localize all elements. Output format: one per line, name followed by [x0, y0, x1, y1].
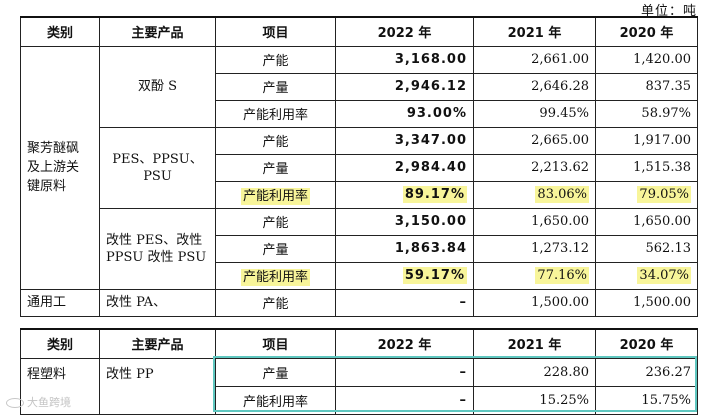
- value-2022: 89.17%: [335, 180, 474, 209]
- highlight: 83.06%: [535, 186, 589, 203]
- value-2021: 15.25%: [473, 385, 596, 415]
- value-2022: 2,984.40: [335, 153, 474, 182]
- value-2022: 93.00%: [335, 99, 474, 128]
- table-header-row: 类别 主要产品 项目 2022 年 2021 年 2020 年: [20, 328, 698, 359]
- item-cell: 产能: [215, 207, 336, 236]
- value-2021: 228.80: [473, 357, 596, 387]
- capacity-table-bottom: 类别 主要产品 项目 2022 年 2021 年 2020 年 程塑料 改性 P…: [20, 328, 698, 415]
- watermark-logo-icon: [6, 398, 24, 408]
- highlight: 77.16%: [535, 267, 589, 284]
- item-cell: 产量: [215, 153, 336, 182]
- item-cell: 产能: [215, 126, 336, 155]
- header-item: 项目: [215, 328, 336, 359]
- header-2022: 2022 年: [335, 328, 474, 359]
- highlight: 89.17%: [402, 186, 467, 203]
- item-cell: 产量: [215, 357, 336, 387]
- item-cell: 产量: [215, 234, 336, 263]
- table-row: 产能利用率 59.17% 77.16% 34.07%: [21, 261, 698, 290]
- highlight: 34.07%: [637, 267, 691, 284]
- value-2022: 59.17%: [335, 261, 474, 290]
- value-2020: 236.27: [595, 357, 698, 387]
- header-2021: 2021 年: [473, 16, 596, 47]
- value-2020: 79.05%: [595, 180, 698, 209]
- value-2020: 58.97%: [595, 99, 698, 128]
- value-2020: 1,500.00: [595, 288, 698, 317]
- value-2022: –: [335, 288, 474, 317]
- header-category: 类别: [20, 16, 100, 47]
- value-2020: 837.35: [595, 72, 698, 101]
- value-2022: 3,150.00: [335, 207, 474, 236]
- product-cell-pes-ppsu-psu: PES、PPSU、PSU: [99, 126, 216, 209]
- header-2021: 2021 年: [473, 328, 596, 359]
- value-2020: 562.13: [595, 234, 698, 263]
- product-cell-modified: 改性 PES、改性 PPSU 改性 PSU: [99, 207, 216, 290]
- value-2021: 99.45%: [473, 99, 596, 128]
- item-cell: 产量: [215, 72, 336, 101]
- item-cell: 产能利用率: [215, 99, 336, 128]
- table-row: 通用工 改性 PA、 产能 – 1,500.00 1,500.00: [20, 288, 698, 317]
- product-cell-pa: 改性 PA、: [99, 288, 216, 317]
- table-row: 改性 PES、改性 PPSU 改性 PSU 产能 3,150.00 1,650.…: [21, 207, 698, 290]
- value-2021: 2,661.00: [473, 45, 596, 74]
- table-row: 产能利用率 – 15.25% 15.75%: [21, 385, 698, 415]
- value-2021: 77.16%: [473, 261, 596, 290]
- watermark: 大鱼跨境: [6, 394, 71, 410]
- product-cell-pp: 改性 PP: [99, 357, 216, 415]
- value-2021: 2,646.28: [473, 72, 596, 101]
- value-2022: 3,347.00: [335, 126, 474, 155]
- table-header-row: 类别 主要产品 项目 2022 年 2021 年 2020 年: [20, 16, 698, 47]
- product-cell-bisphenol-s: 双酚 S: [99, 45, 216, 128]
- value-2020: 1,420.00: [595, 45, 698, 74]
- value-2021: 1,500.00: [473, 288, 596, 317]
- value-2021: 2,213.62: [473, 153, 596, 182]
- value-2021: 83.06%: [473, 180, 596, 209]
- highlight: 产能利用率: [240, 269, 310, 286]
- value-2021: 1,273.12: [473, 234, 596, 263]
- highlight: 59.17%: [402, 267, 467, 284]
- table-row: 程塑料 改性 PP 产量 – 228.80 236.27: [20, 357, 698, 415]
- header-item: 项目: [215, 16, 336, 47]
- header-category: 类别: [20, 328, 100, 359]
- header-2020: 2020 年: [595, 16, 698, 47]
- table-row: 聚芳醚砜及上游关键原料 双酚 S 产能 3,168.00 2,661.00 1,…: [20, 45, 698, 290]
- value-2022: 2,946.12: [335, 72, 474, 101]
- watermark-text: 大鱼跨境: [27, 396, 71, 409]
- item-cell: 产能利用率: [215, 180, 336, 209]
- value-2021: 2,665.00: [473, 126, 596, 155]
- header-2022: 2022 年: [335, 16, 474, 47]
- category-cell: 聚芳醚砜及上游关键原料: [20, 45, 100, 290]
- value-2022: 3,168.00: [335, 45, 474, 74]
- item-cell: 产能: [215, 288, 336, 317]
- category-cell-general: 通用工: [20, 288, 100, 317]
- item-cell: 产能: [215, 45, 336, 74]
- value-2020: 34.07%: [595, 261, 698, 290]
- table-row: PES、PPSU、PSU 产能 3,347.00 2,665.00 1,917.…: [21, 126, 698, 209]
- header-product: 主要产品: [99, 328, 216, 359]
- category-cell-pp: 程塑料: [20, 357, 100, 415]
- highlight: 产能利用率: [240, 188, 310, 205]
- value-2020: 1,515.38: [595, 153, 698, 182]
- value-2021: 1,650.00: [473, 207, 596, 236]
- value-2022: –: [335, 385, 474, 415]
- item-cell: 产能利用率: [215, 385, 336, 415]
- highlight: 79.05%: [637, 186, 691, 203]
- header-2020: 2020 年: [595, 328, 698, 359]
- value-2020: 15.75%: [595, 385, 698, 415]
- value-2022: –: [335, 357, 474, 387]
- capacity-table-top: 类别 主要产品 项目 2022 年 2021 年 2020 年 聚芳醚砜及上游关…: [20, 16, 698, 317]
- header-product: 主要产品: [99, 16, 216, 47]
- item-cell: 产能利用率: [215, 261, 336, 290]
- value-2020: 1,650.00: [595, 207, 698, 236]
- table-row: 产能利用率 93.00% 99.45% 58.97%: [21, 99, 698, 128]
- value-2022: 1,863.84: [335, 234, 474, 263]
- value-2020: 1,917.00: [595, 126, 698, 155]
- table-row: 产量 2,946.12 2,646.28 837.35: [21, 72, 698, 101]
- unit-label: 单位：吨: [640, 4, 697, 19]
